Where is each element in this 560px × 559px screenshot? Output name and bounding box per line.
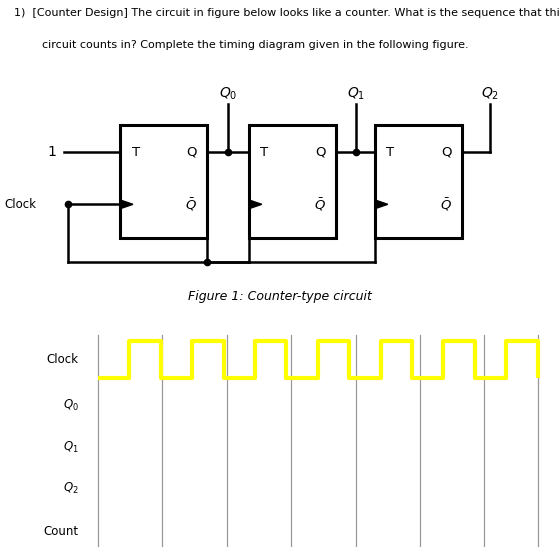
Text: 1: 1 [47, 145, 56, 159]
Text: T: T [386, 146, 395, 159]
Text: T: T [132, 146, 140, 159]
Text: $Q_1$: $Q_1$ [347, 85, 365, 102]
Bar [120, 125, 207, 238]
Text: Clock: Clock [46, 353, 78, 366]
Polygon shape [375, 200, 388, 209]
Polygon shape [120, 200, 133, 209]
Text: Count: Count [43, 525, 78, 538]
Text: Q: Q [441, 146, 452, 159]
Text: $\bar{Q}$: $\bar{Q}$ [440, 196, 452, 212]
Text: $\bar{Q}$: $\bar{Q}$ [314, 196, 326, 212]
Text: 1)  [Counter Design] The circuit in figure below looks like a counter. What is t: 1) [Counter Design] The circuit in figur… [14, 8, 560, 17]
Text: $Q_0$: $Q_0$ [63, 397, 78, 413]
Text: T: T [260, 146, 269, 159]
Text: $Q_0$: $Q_0$ [219, 85, 237, 102]
Bar [375, 125, 462, 238]
Bar [249, 125, 336, 238]
Polygon shape [249, 200, 262, 209]
Text: Figure 1: Counter-type circuit: Figure 1: Counter-type circuit [188, 290, 372, 302]
Text: $Q_1$: $Q_1$ [63, 440, 78, 455]
Text: $Q_2$: $Q_2$ [481, 85, 499, 102]
Text: $\bar{Q}$: $\bar{Q}$ [185, 196, 197, 212]
Text: Q: Q [315, 146, 326, 159]
Text: Q: Q [186, 146, 197, 159]
Text: circuit counts in? Complete the timing diagram given in the following figure.: circuit counts in? Complete the timing d… [42, 40, 469, 50]
Text: Clock: Clock [4, 198, 36, 211]
Text: $Q_2$: $Q_2$ [63, 481, 78, 496]
